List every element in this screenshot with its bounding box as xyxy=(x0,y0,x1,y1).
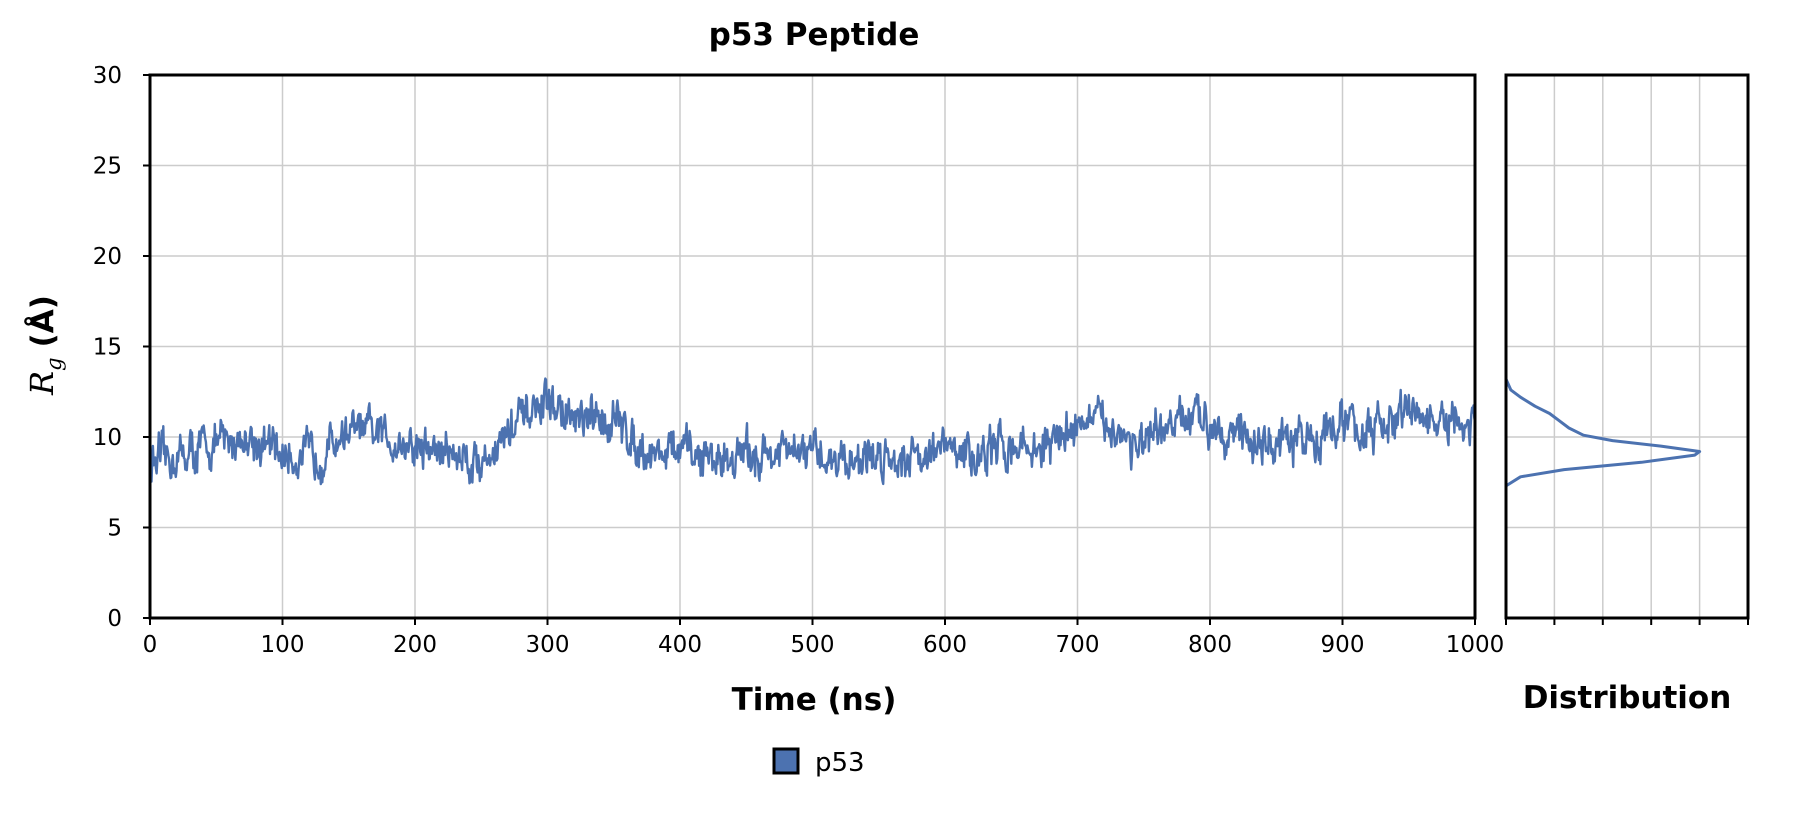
y-axis-label-subscript: g xyxy=(42,357,66,370)
main-plot-grid xyxy=(150,75,1475,618)
distribution-plot-grid xyxy=(1506,75,1748,618)
y-axis-label-symbol: R xyxy=(23,371,61,396)
x-tick-label: 800 xyxy=(1188,632,1232,658)
distribution-axis-label: Distribution xyxy=(1523,680,1732,716)
y-axis-label: Rg (Å) xyxy=(23,295,66,396)
y-tick-label: 30 xyxy=(93,63,122,89)
y-tick-label: 10 xyxy=(93,425,122,451)
svg-text:Rg(Å): Rg (Å) xyxy=(23,295,66,396)
x-tick-label: 0 xyxy=(143,632,158,658)
distribution-plot-frame xyxy=(1504,73,1750,620)
x-tick-label: 200 xyxy=(393,632,437,658)
x-axis-ticks: 0 100 200 300 400 500 600 700 800 900 1000 xyxy=(143,618,1505,658)
legend: p53 xyxy=(772,747,865,778)
y-tick-label: 20 xyxy=(93,244,122,270)
x-tick-label: 700 xyxy=(1056,632,1100,658)
distribution-curve xyxy=(1504,378,1702,488)
legend-swatch-p53 xyxy=(772,747,800,775)
x-tick-label: 1000 xyxy=(1446,632,1505,658)
x-axis-label: Time (ns) xyxy=(732,682,897,718)
distribution-axis-ticks xyxy=(1505,618,1749,625)
x-tick-label: 900 xyxy=(1321,632,1365,658)
y-tick-label: 5 xyxy=(107,516,122,542)
x-tick-label: 500 xyxy=(791,632,835,658)
y-axis-label-unit: (Å) xyxy=(24,295,61,347)
legend-label-p53: p53 xyxy=(815,748,865,778)
x-tick-label: 300 xyxy=(526,632,570,658)
y-tick-label: 25 xyxy=(93,154,122,180)
x-tick-label: 600 xyxy=(923,632,967,658)
series-p53-line-group xyxy=(148,377,1477,486)
x-tick-label: 100 xyxy=(261,632,305,658)
y-tick-label: 0 xyxy=(107,606,122,632)
series-p53-line xyxy=(148,377,1477,486)
x-tick-label: 400 xyxy=(658,632,702,658)
y-tick-label: 15 xyxy=(93,335,122,361)
chart-title: p53 Peptide xyxy=(709,17,920,53)
y-axis-ticks: 0 5 10 15 20 25 30 xyxy=(93,63,150,632)
distribution-curve-group xyxy=(1504,378,1702,488)
